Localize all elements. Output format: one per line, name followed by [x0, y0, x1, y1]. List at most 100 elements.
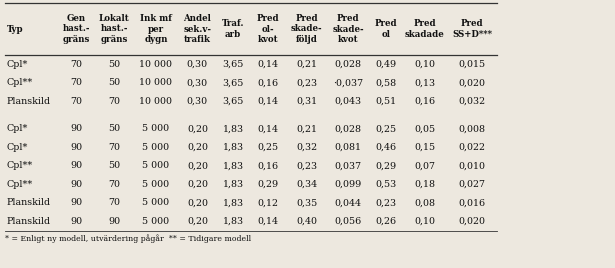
Text: 0,23: 0,23 — [296, 78, 317, 87]
Text: 0,028: 0,028 — [335, 124, 362, 133]
Text: 50: 50 — [108, 124, 120, 133]
Text: Pred
skade-
följd: Pred skade- följd — [291, 14, 322, 44]
Text: 0,032: 0,032 — [458, 97, 486, 106]
Text: 3,65: 3,65 — [223, 97, 244, 106]
Text: Cpl*: Cpl* — [6, 124, 28, 133]
Text: 0,14: 0,14 — [258, 217, 279, 226]
Text: 0,15: 0,15 — [415, 143, 435, 152]
Text: 0,16: 0,16 — [415, 97, 435, 106]
Text: 0,58: 0,58 — [376, 78, 397, 87]
Text: 0,21: 0,21 — [296, 60, 317, 69]
Text: Pred
skade-
kvot: Pred skade- kvot — [332, 14, 364, 44]
Text: 0,25: 0,25 — [376, 124, 397, 133]
Text: 0,008: 0,008 — [459, 124, 485, 133]
Text: 0,016: 0,016 — [458, 198, 486, 207]
Text: 0,12: 0,12 — [258, 198, 279, 207]
Text: 1,83: 1,83 — [223, 180, 244, 189]
Text: Ink mf
per
dygn: Ink mf per dygn — [140, 14, 172, 44]
Text: Pred
ol: Pred ol — [375, 19, 397, 39]
Text: 0,027: 0,027 — [459, 180, 485, 189]
Text: 70: 70 — [70, 60, 82, 69]
Text: 10 000: 10 000 — [140, 60, 172, 69]
Text: Traf.
arb: Traf. arb — [222, 19, 244, 39]
Text: 70: 70 — [108, 198, 120, 207]
Text: 0,53: 0,53 — [376, 180, 397, 189]
Text: 0,30: 0,30 — [187, 78, 208, 87]
Text: 0,20: 0,20 — [187, 124, 208, 133]
Text: 0,022: 0,022 — [459, 143, 485, 152]
Text: 90: 90 — [70, 180, 82, 189]
Text: 0,07: 0,07 — [415, 161, 435, 170]
Text: 10 000: 10 000 — [140, 78, 172, 87]
Text: * = Enligt ny modell, utvärdering pågår  ** = Tidigare modell: * = Enligt ny modell, utvärdering pågår … — [5, 234, 251, 243]
Text: Pred
skadade: Pred skadade — [405, 19, 445, 39]
Text: 70: 70 — [108, 180, 120, 189]
Text: Planskild: Planskild — [6, 198, 50, 207]
Text: 5 000: 5 000 — [142, 143, 170, 152]
Text: 70: 70 — [108, 143, 120, 152]
Text: 0,34: 0,34 — [296, 180, 317, 189]
Text: 0,30: 0,30 — [187, 97, 208, 106]
Text: 0,29: 0,29 — [258, 180, 279, 189]
Text: 70: 70 — [70, 97, 82, 106]
Text: 0,49: 0,49 — [376, 60, 397, 69]
Text: 1,83: 1,83 — [223, 124, 244, 133]
Text: 0,20: 0,20 — [187, 217, 208, 226]
Text: 5 000: 5 000 — [142, 180, 170, 189]
Text: 0,010: 0,010 — [459, 161, 485, 170]
Text: 0,20: 0,20 — [187, 198, 208, 207]
Text: 0,14: 0,14 — [258, 60, 279, 69]
Text: 90: 90 — [108, 217, 120, 226]
Text: 50: 50 — [108, 161, 120, 170]
Text: Cpl*: Cpl* — [6, 60, 28, 69]
Text: 5 000: 5 000 — [142, 217, 170, 226]
Text: 90: 90 — [70, 217, 82, 226]
Text: 0,13: 0,13 — [415, 78, 435, 87]
Text: Pred
ol-
kvot: Pred ol- kvot — [257, 14, 279, 44]
Text: 0,51: 0,51 — [376, 97, 397, 106]
Text: 0,40: 0,40 — [296, 217, 317, 226]
Text: Lokalt
hast.-
gräns: Lokalt hast.- gräns — [98, 14, 129, 44]
Text: 0,081: 0,081 — [335, 143, 362, 152]
Text: 0,29: 0,29 — [376, 161, 397, 170]
Text: 0,23: 0,23 — [296, 161, 317, 170]
Text: 0,14: 0,14 — [258, 124, 279, 133]
Text: 0,015: 0,015 — [458, 60, 486, 69]
Text: Gen
hast.-
gräns: Gen hast.- gräns — [63, 14, 90, 44]
Text: 0,21: 0,21 — [296, 124, 317, 133]
Text: 0,056: 0,056 — [335, 217, 362, 226]
Text: Andel
sek.v-
trafik: Andel sek.v- trafik — [183, 14, 212, 44]
Text: 0,31: 0,31 — [296, 97, 317, 106]
Text: 0,10: 0,10 — [415, 217, 435, 226]
Text: 90: 90 — [70, 198, 82, 207]
Text: 0,18: 0,18 — [415, 180, 435, 189]
Text: 0,08: 0,08 — [415, 198, 435, 207]
Text: 0,028: 0,028 — [335, 60, 362, 69]
Text: 90: 90 — [70, 124, 82, 133]
Text: 3,65: 3,65 — [223, 60, 244, 69]
Text: 0,14: 0,14 — [258, 97, 279, 106]
Text: 0,10: 0,10 — [415, 60, 435, 69]
Text: Typ: Typ — [6, 24, 23, 34]
Text: Cpl*: Cpl* — [6, 143, 28, 152]
Text: 0,020: 0,020 — [459, 217, 485, 226]
Text: 0,037: 0,037 — [335, 161, 362, 170]
Text: Planskild: Planskild — [6, 97, 50, 106]
Text: 5 000: 5 000 — [142, 161, 170, 170]
Text: 0,30: 0,30 — [187, 60, 208, 69]
Text: 0,20: 0,20 — [187, 143, 208, 152]
Text: 50: 50 — [108, 60, 120, 69]
Text: 70: 70 — [108, 97, 120, 106]
Text: 70: 70 — [70, 78, 82, 87]
Text: 0,46: 0,46 — [376, 143, 397, 152]
Text: 0,35: 0,35 — [296, 198, 317, 207]
Text: 0,020: 0,020 — [459, 78, 485, 87]
Text: 0,23: 0,23 — [376, 198, 397, 207]
Text: 0,099: 0,099 — [335, 180, 362, 189]
Text: 0,16: 0,16 — [258, 78, 279, 87]
Text: 1,83: 1,83 — [223, 143, 244, 152]
Text: 1,83: 1,83 — [223, 161, 244, 170]
Text: 0,32: 0,32 — [296, 143, 317, 152]
Text: 50: 50 — [108, 78, 120, 87]
Text: Cpl**: Cpl** — [6, 161, 33, 170]
